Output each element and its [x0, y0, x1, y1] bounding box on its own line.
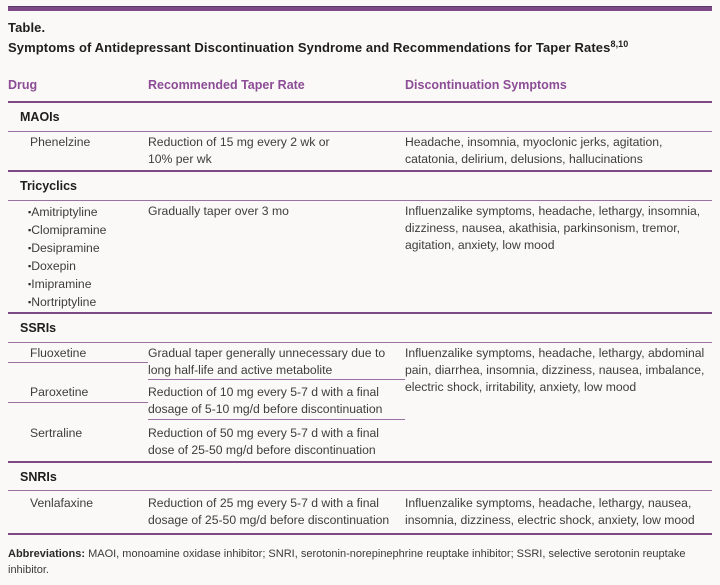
column-header-drug: Drug	[8, 78, 38, 92]
drug-row-tricyclics: ▪Amitriptyline ▪Clomipramine ▪Desipramin…	[8, 201, 712, 314]
drug-list-item: ▪Desipramine	[28, 239, 148, 257]
section-header-tricyclics: Tricyclics	[8, 172, 712, 201]
table-caption: Table. Symptoms of Antidepressant Discon…	[8, 20, 712, 56]
symptoms: Influenzalike symptoms, headache, lethar…	[405, 204, 701, 252]
symptoms: Influenzalike symptoms, headache, lethar…	[405, 496, 695, 527]
top-accent-bar	[8, 6, 712, 11]
taper-rate: Reduction of 25 mg every 5-7 d with a fi…	[148, 496, 390, 527]
drug-row-venlafaxine: Venlafaxine Reduction of 25 mg every 5-7…	[8, 491, 712, 535]
caption-title-text: Symptoms of Antidepressant Discontinuati…	[8, 40, 611, 55]
drug-name: Fluoxetine	[8, 343, 148, 363]
drug-list-item: ▪Amitriptyline	[28, 203, 148, 221]
drug-name: Doxepin	[31, 259, 76, 273]
drug-name: Paroxetine	[8, 380, 148, 403]
drug-name: Sertraline	[30, 426, 83, 440]
tricyclic-drug-list: ▪Amitriptyline ▪Clomipramine ▪Desipramin…	[8, 203, 148, 311]
symptoms: Influenzalike symptoms, headache, lethar…	[405, 346, 705, 394]
column-header-discontinuation-symptoms: Discontinuation Symptoms	[405, 78, 567, 92]
table-header-row: Drug Recommended Taper Rate Discontinuat…	[8, 77, 712, 103]
drug-name: Imipramine	[31, 277, 92, 291]
drug-list-item: ▪Nortriptyline	[28, 293, 148, 311]
bullet-icon: ▪	[28, 279, 32, 289]
taper-rate: Gradually taper over 3 mo	[148, 204, 289, 218]
drug-name: Amitriptyline	[31, 205, 98, 219]
section-header-snris: SNRIs	[8, 463, 712, 491]
taper-rate: Reduction of 50 mg every 5-7 d with a fi…	[148, 426, 380, 457]
drug-name: Nortriptyline	[31, 295, 97, 309]
caption-reference-superscript: 8,10	[610, 39, 629, 49]
ssri-rows-group: Fluoxetine Gradual taper generally unnec…	[8, 343, 712, 463]
drug-list-item: ▪Doxepin	[28, 257, 148, 275]
taper-rate: Reduction of 15 mg every 2 wk or 10% per…	[148, 135, 330, 166]
drug-name: Clomipramine	[31, 223, 107, 237]
table-caption-label: Table.	[8, 20, 46, 35]
drug-name: Venlafaxine	[30, 496, 94, 510]
bullet-icon: ▪	[28, 225, 32, 235]
abbreviations-footnote: Abbreviations: MAOI, monoamine oxidase i…	[8, 547, 712, 578]
drug-name: Desipramine	[31, 241, 100, 255]
table-caption-title: Symptoms of Antidepressant Discontinuati…	[8, 36, 712, 56]
bullet-icon: ▪	[28, 297, 32, 307]
footnote-text: MAOI, monoamine oxidase inhibitor; SNRI,…	[8, 548, 686, 576]
page: Table. Symptoms of Antidepressant Discon…	[0, 6, 720, 585]
taper-rate: Gradual taper generally unnecessary due …	[148, 343, 405, 380]
section-header-ssris: SSRIs	[8, 314, 712, 343]
column-header-taper-rate: Recommended Taper Rate	[148, 78, 305, 92]
section-header-maois: MAOIs	[8, 103, 712, 132]
bullet-icon: ▪	[28, 207, 32, 217]
bullet-icon: ▪	[28, 261, 32, 271]
taper-rate: Reduction of 10 mg every 5-7 d with a fi…	[148, 380, 405, 420]
drug-list-item: ▪Clomipramine	[28, 221, 148, 239]
drug-list-item: ▪Imipramine	[28, 275, 148, 293]
symptoms: Headache, insomnia, myoclonic jerks, agi…	[405, 135, 663, 166]
bullet-icon: ▪	[28, 243, 32, 253]
drug-name: Phenelzine	[30, 135, 91, 149]
footnote-label: Abbreviations:	[8, 548, 86, 560]
drug-row-phenelzine: Phenelzine Reduction of 15 mg every 2 wk…	[8, 132, 712, 172]
